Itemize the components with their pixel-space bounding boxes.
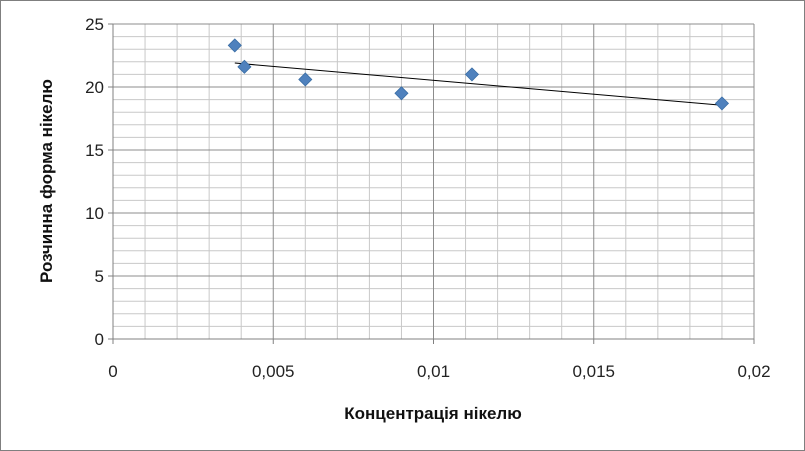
data-point-marker xyxy=(394,86,409,101)
linear-trendline xyxy=(234,62,722,106)
data-point-marker xyxy=(298,72,313,87)
x-tick-label: 0,02 xyxy=(737,362,770,381)
x-tick-label: 0,015 xyxy=(572,362,615,381)
data-point-marker xyxy=(227,38,242,53)
axes xyxy=(108,23,755,344)
data-point-marker xyxy=(237,59,252,74)
data-point-marker xyxy=(464,67,480,82)
data-point-marker xyxy=(714,96,730,111)
tick-labels: 0 5 10 15 20 25 0 0,005 0,01 0,015 0,02 xyxy=(85,15,770,381)
y-tick-label: 25 xyxy=(85,15,104,34)
x-tick-label: 0,01 xyxy=(417,362,450,381)
x-tick-label: 0 xyxy=(108,362,117,381)
y-tick-label: 15 xyxy=(85,141,104,160)
data-points xyxy=(227,38,730,111)
major-gridlines xyxy=(113,23,755,339)
y-axis-title: Розчинна форма нікелю xyxy=(37,79,56,283)
trendline-group xyxy=(234,62,722,106)
x-axis-title: Концентрація нікелю xyxy=(344,404,521,423)
x-tick-label: 0,005 xyxy=(252,362,295,381)
y-tick-label: 0 xyxy=(95,330,104,349)
y-tick-label: 20 xyxy=(85,78,104,97)
y-tick-label: 10 xyxy=(85,204,104,223)
y-tick-label: 5 xyxy=(95,267,104,286)
